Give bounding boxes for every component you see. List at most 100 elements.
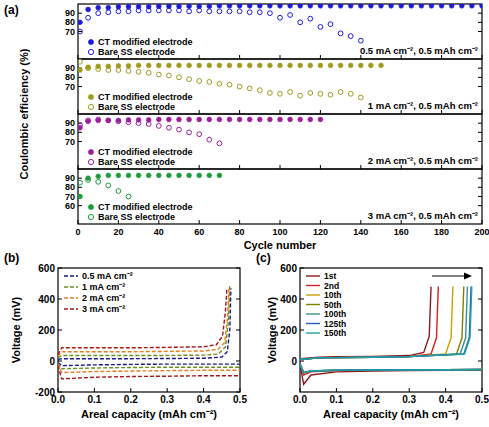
data-line	[300, 287, 482, 373]
data-point	[156, 63, 161, 68]
x-tick	[409, 388, 410, 392]
annotation: 1 mA cm⁻², 0.5 mAh cm⁻²	[368, 100, 478, 111]
panel-label: (b)	[4, 251, 19, 265]
y-tick	[478, 13, 482, 14]
data-point	[126, 4, 131, 9]
y-tick	[236, 330, 240, 331]
data-point	[379, 63, 384, 68]
data-line	[58, 288, 240, 379]
x-tick-label: 0.4	[197, 394, 211, 405]
x-tick	[130, 388, 131, 392]
x-tick-label: 0.3	[160, 394, 174, 405]
y-tick	[478, 330, 482, 331]
legend-label: 1st	[324, 271, 336, 281]
data-point	[197, 117, 202, 122]
data-point	[116, 68, 121, 73]
data-point	[257, 4, 262, 8]
legend-label: 125th	[324, 319, 346, 329]
legend-marker	[88, 94, 93, 99]
data-point	[298, 4, 303, 8]
legend-label: 0.5 mA cm⁻²	[82, 271, 133, 281]
y-tick-label: 200	[280, 325, 297, 336]
data-point	[247, 4, 252, 8]
data-point	[106, 118, 111, 123]
legend-label: Bare SS electrode	[98, 47, 175, 57]
data-point	[96, 67, 101, 72]
data-point	[116, 118, 121, 123]
data-point	[78, 123, 82, 128]
data-point	[318, 63, 323, 68]
data-point	[106, 118, 111, 123]
y-tick	[478, 68, 482, 69]
annotation: 2 mA cm⁻², 0.5 mAh cm⁻²	[368, 155, 478, 166]
y-tick	[78, 77, 82, 78]
data-point	[167, 125, 172, 130]
annotation: 0.5 mA cm⁻², 0.5 mAh cm⁻²	[360, 45, 478, 56]
x-tick-label: 160	[394, 227, 409, 237]
data-point	[237, 84, 242, 89]
y-tick-label: 400	[38, 294, 55, 305]
y-tick	[78, 178, 82, 179]
data-point	[358, 95, 363, 100]
data-point	[358, 63, 363, 68]
y-tick	[478, 205, 482, 206]
data-line	[300, 287, 482, 373]
data-point	[126, 63, 131, 68]
data-point	[298, 93, 303, 98]
legend-line	[306, 323, 320, 324]
data-point	[106, 183, 111, 188]
data-point	[96, 5, 101, 10]
y-tick	[478, 132, 482, 133]
legend-line	[306, 285, 320, 286]
data-point	[227, 4, 232, 8]
data-point	[247, 63, 252, 68]
series-group	[300, 287, 482, 385]
data-point	[146, 70, 151, 75]
data-point	[207, 137, 212, 142]
y-tick	[78, 86, 82, 87]
x-tick	[320, 165, 321, 169]
x-tick-label: 180	[434, 227, 449, 237]
legend-line	[64, 275, 78, 276]
data-point	[338, 4, 343, 8]
data-point	[257, 63, 262, 68]
data-point	[247, 86, 252, 91]
data-point	[126, 120, 131, 125]
data-point	[86, 65, 91, 70]
data-point	[449, 4, 454, 8]
x-tick	[167, 388, 168, 392]
data-point	[78, 68, 82, 73]
legend-label: 2 mA cm⁻²	[82, 293, 125, 303]
x-axis-label: Areal capacity (mAh cm⁻²)	[323, 408, 459, 420]
data-point	[207, 80, 212, 85]
x-tick-label: 40	[154, 227, 164, 237]
data-point	[177, 117, 182, 122]
x-tick	[78, 220, 79, 224]
x-tick	[320, 220, 321, 224]
y-tick-label: 70	[65, 137, 75, 147]
data-point	[187, 77, 192, 82]
y-tick-label: 80	[65, 127, 75, 137]
data-point	[348, 34, 353, 39]
y-tick	[478, 268, 482, 269]
data-point	[96, 117, 101, 122]
data-point	[146, 173, 151, 178]
legend-label: 100th	[324, 309, 346, 319]
x-tick-label: 80	[235, 227, 245, 237]
legend-label: 1 mA cm⁻²	[82, 282, 125, 292]
legend-label: Bare SS electrode	[98, 157, 175, 167]
data-point	[167, 117, 172, 122]
data-line	[58, 285, 240, 369]
x-tick-label: 0.5	[233, 394, 247, 405]
y-tick	[300, 361, 304, 362]
y-tick	[478, 123, 482, 124]
x-tick-label: 0.0	[51, 394, 65, 405]
x-tick-label: 0.0	[293, 394, 307, 405]
data-point	[96, 179, 101, 184]
x-tick-label: 200	[474, 227, 489, 237]
data-point	[217, 141, 222, 146]
data-point	[187, 9, 192, 14]
y-tick	[300, 268, 304, 269]
data-point	[86, 119, 91, 124]
legend-line	[64, 286, 78, 287]
